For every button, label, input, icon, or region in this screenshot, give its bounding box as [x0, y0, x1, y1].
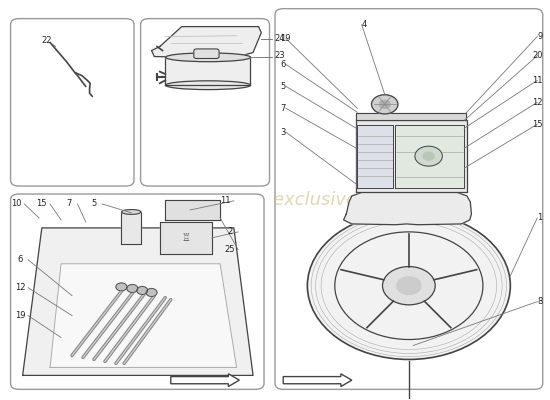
Circle shape [116, 283, 127, 291]
Text: 12: 12 [15, 283, 25, 292]
Polygon shape [166, 200, 220, 220]
Ellipse shape [122, 210, 141, 214]
Text: 8: 8 [537, 297, 543, 306]
Text: 15: 15 [532, 120, 543, 129]
Polygon shape [160, 222, 212, 254]
Text: 1: 1 [537, 214, 543, 222]
Polygon shape [394, 125, 464, 188]
Polygon shape [122, 212, 141, 244]
FancyBboxPatch shape [10, 194, 264, 389]
FancyBboxPatch shape [10, 19, 134, 186]
Circle shape [372, 95, 398, 114]
FancyBboxPatch shape [141, 19, 270, 186]
Text: 23: 23 [274, 51, 284, 60]
Circle shape [423, 152, 434, 160]
Circle shape [307, 212, 510, 360]
Text: 9: 9 [537, 32, 543, 41]
Circle shape [127, 284, 138, 292]
Text: 11: 11 [532, 76, 543, 85]
Polygon shape [344, 190, 471, 225]
Circle shape [383, 266, 435, 305]
Circle shape [137, 286, 148, 294]
FancyBboxPatch shape [275, 9, 543, 389]
Text: 20: 20 [532, 51, 543, 60]
Polygon shape [23, 228, 253, 375]
Circle shape [146, 288, 157, 296]
Ellipse shape [166, 53, 251, 62]
Circle shape [397, 277, 421, 294]
Text: 4: 4 [362, 20, 367, 29]
Text: 22: 22 [42, 36, 52, 45]
Text: 15: 15 [37, 200, 47, 208]
Polygon shape [356, 113, 466, 120]
Circle shape [379, 100, 390, 108]
Text: exclusive parts: exclusive parts [273, 191, 409, 209]
Text: ♖: ♖ [182, 233, 190, 243]
Text: 11: 11 [221, 196, 231, 205]
Text: 10: 10 [11, 200, 21, 208]
Text: 6: 6 [17, 255, 23, 264]
Text: 25: 25 [225, 245, 235, 254]
Polygon shape [50, 264, 236, 368]
Text: 7: 7 [67, 200, 72, 208]
Text: 19: 19 [15, 311, 25, 320]
Circle shape [415, 146, 442, 166]
FancyArrow shape [170, 374, 239, 386]
Text: 19: 19 [280, 34, 291, 43]
Text: 12: 12 [532, 98, 543, 107]
Text: 24: 24 [274, 34, 284, 43]
Polygon shape [152, 27, 261, 58]
Ellipse shape [166, 81, 251, 90]
Text: 5: 5 [91, 200, 97, 208]
Text: 2: 2 [227, 227, 233, 236]
Polygon shape [356, 120, 467, 192]
Text: 6: 6 [280, 60, 286, 69]
Text: 5: 5 [280, 82, 286, 91]
Text: 7: 7 [280, 104, 286, 113]
FancyArrow shape [283, 374, 352, 386]
Polygon shape [166, 57, 250, 85]
Text: 3: 3 [280, 128, 286, 137]
Polygon shape [358, 125, 393, 188]
FancyBboxPatch shape [194, 49, 219, 58]
